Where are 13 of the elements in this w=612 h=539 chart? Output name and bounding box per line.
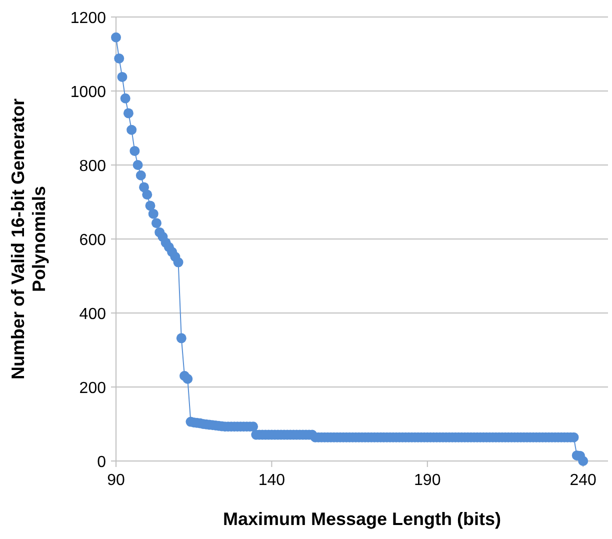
x-tick-label: 240 xyxy=(570,472,597,489)
x-tick-label: 140 xyxy=(258,472,286,489)
y-tick-label: 200 xyxy=(79,380,106,397)
y-tick-label: 1200 xyxy=(70,10,106,27)
y-tick-label: 1000 xyxy=(70,84,106,101)
x-tick-label: 190 xyxy=(414,472,441,489)
y-tick-label: 0 xyxy=(97,454,106,471)
y-tick-label: 400 xyxy=(79,306,106,323)
y-axis-title: Number of Valid 16-bit Generator Polynomials xyxy=(8,98,49,380)
y-tick-label: 800 xyxy=(79,158,106,175)
y-tick-label: 600 xyxy=(79,232,106,249)
x-axis-title: Maximum Message Length (bits) xyxy=(222,509,502,529)
x-tick-label: 90 xyxy=(107,472,125,489)
